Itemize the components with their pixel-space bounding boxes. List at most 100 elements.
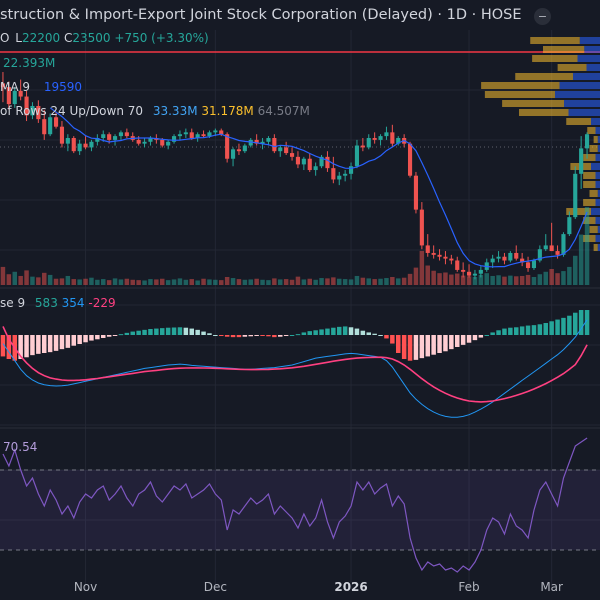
candle-body (225, 134, 230, 159)
candle-body (372, 138, 377, 140)
candle-body (242, 145, 247, 152)
volume-profile-up-row (595, 172, 600, 179)
macd-histogram-bar (519, 326, 525, 335)
candle-body (378, 136, 383, 140)
volume-bar (307, 278, 312, 285)
volume-bar (254, 278, 259, 285)
macd-histogram-bar (213, 335, 218, 336)
ma-9-line (49, 107, 588, 268)
volume-bar (201, 278, 206, 285)
volume-bar (171, 279, 177, 285)
volume-bar (24, 270, 29, 285)
volume-profile-up-row (597, 244, 600, 251)
volume-bar (419, 250, 425, 285)
ma-value: 19590 (43, 80, 83, 94)
candle-body (579, 148, 584, 174)
macd-histogram-bar (148, 329, 153, 335)
macd-line-value: 354 (61, 296, 85, 310)
volume-profile-up-row (568, 109, 600, 116)
volume-bar (124, 278, 130, 285)
candle-body (89, 141, 94, 148)
candle-body (112, 136, 118, 140)
volume-bar (578, 234, 584, 285)
macd-histogram-bar (59, 335, 65, 350)
volume-bar (0, 266, 6, 285)
candle-body (520, 258, 525, 263)
volume-profile-down-row (583, 235, 596, 242)
volume-bars (0, 207, 590, 285)
rsi-band (0, 469, 600, 551)
volume-profile-up-row (564, 100, 600, 107)
macd-signal-line (2, 326, 588, 403)
macd-histogram-bar (514, 327, 519, 335)
candle-body (472, 273, 478, 276)
candle-body (543, 245, 548, 250)
ohlc-l-label: L (15, 31, 22, 45)
macd-histogram-bar (325, 328, 330, 335)
minus-circle-icon[interactable]: − (534, 8, 551, 25)
macd-histogram-bar (301, 332, 307, 335)
macd-histogram-bar (266, 335, 271, 337)
volume-bar (555, 273, 560, 285)
macd-histogram-bar (177, 327, 183, 335)
volume-bar (148, 279, 153, 285)
macd-histogram-bar (89, 335, 94, 341)
ma-label: MA 9 (0, 80, 31, 94)
candle-body (337, 175, 342, 180)
candle-body (525, 262, 531, 269)
volume-bar (319, 278, 324, 285)
candle-body (136, 139, 141, 144)
macd-histogram-bar (549, 321, 554, 335)
macd-histogram-bar (224, 335, 230, 337)
volume-profile-down-row (515, 73, 573, 80)
macd-histogram-bar (118, 334, 124, 336)
volume-profile-down-row (532, 55, 578, 62)
candle-body (343, 173, 348, 176)
macd-histogram-bar (142, 329, 147, 335)
candle-body (95, 138, 100, 142)
volume-profile-down-row (589, 145, 598, 152)
ma-legend: MA 9 19590 (0, 80, 82, 94)
macd-histogram-bar (419, 335, 425, 359)
macd-histogram-bar (160, 328, 165, 335)
volume-bar (301, 279, 307, 285)
macd-histogram-bar (112, 335, 118, 336)
volume-profile-up-row (577, 55, 600, 62)
volume-bar (118, 279, 124, 285)
macd-histogram-bar (236, 335, 242, 338)
candle-body (531, 260, 537, 269)
macd-histogram-bar (65, 335, 71, 348)
volume-bar (230, 278, 236, 285)
candle-body (514, 252, 519, 259)
candle-body (384, 132, 389, 137)
macd-histogram-bar (472, 335, 478, 341)
candle-body (431, 252, 436, 255)
candle-body (407, 143, 413, 176)
volume-bar (12, 271, 17, 285)
volume-profile-up-row (595, 217, 600, 224)
volume-profile-legend: of Rows 24 Up/Down 70 33.33M 31.178M 64.… (0, 104, 310, 118)
volume-bar (36, 277, 41, 285)
volume-bar (112, 278, 118, 285)
macd-histogram-bar (543, 323, 548, 335)
candle-body (478, 269, 483, 274)
candle-body (561, 234, 566, 255)
candle-body (331, 168, 336, 180)
volume-bar (360, 277, 366, 285)
macd-histogram-bar (207, 333, 212, 335)
candle-body (254, 139, 259, 144)
volume-bar (372, 279, 377, 285)
candle-body (413, 175, 419, 210)
volume-bar (30, 276, 35, 285)
macd-histogram-bar (531, 325, 537, 335)
macd-legend: se 9 583 354 -229 (0, 296, 116, 310)
volume-bar (272, 278, 277, 285)
candle-body (396, 138, 401, 144)
volume-bar (248, 279, 253, 285)
ohlc-change: +750 (+3.30%) (114, 31, 209, 45)
candle-body (419, 209, 424, 246)
macd-histogram-bar (478, 335, 484, 338)
macd-histogram-bar (537, 324, 543, 335)
macd-histogram-bar (0, 335, 6, 357)
candle-body (584, 134, 590, 149)
